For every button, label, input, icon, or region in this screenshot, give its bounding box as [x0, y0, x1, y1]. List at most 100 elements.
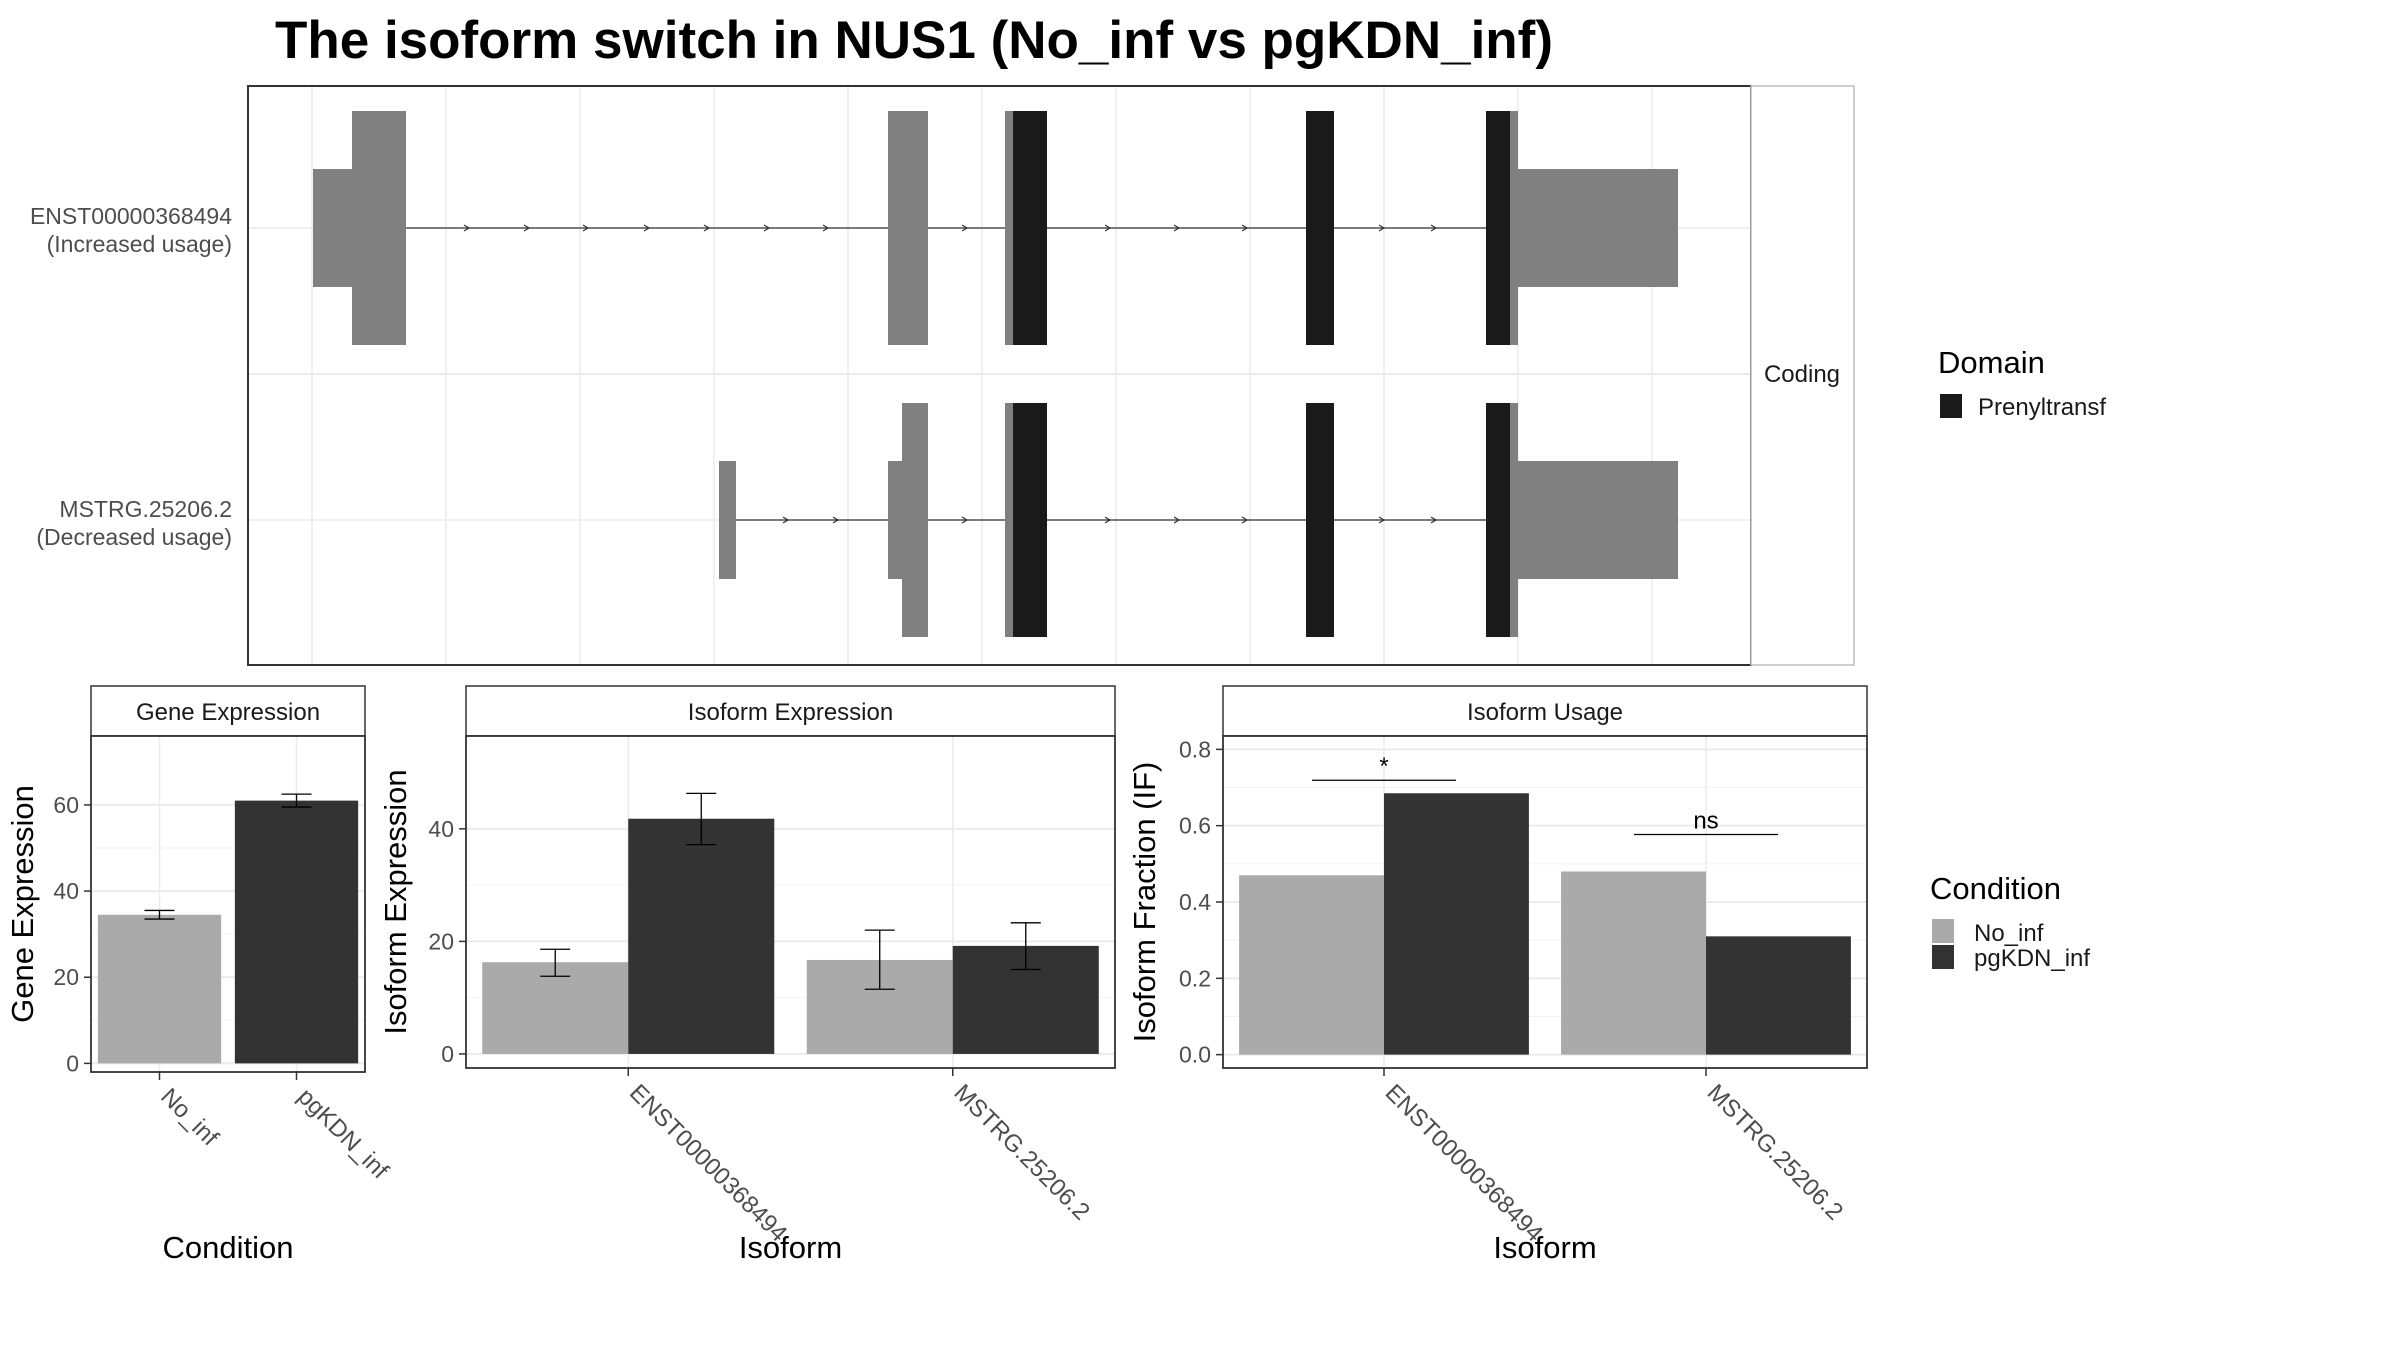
x-tick-label: ENST00000368494 [1380, 1079, 1548, 1247]
domain-exon [1306, 111, 1334, 345]
strip-background [465, 685, 1116, 737]
structure-marks [313, 111, 1678, 637]
exon [1510, 111, 1518, 345]
x-tick-label: MSTRG.25206.2 [1702, 1079, 1848, 1225]
intron-arrow [1241, 224, 1249, 232]
exon [1005, 111, 1015, 345]
plot-border [90, 735, 366, 1073]
intron-arrow [961, 224, 969, 232]
intron-arrow [1104, 224, 1112, 232]
gene-expression-panel: Gene Expression No_inf pgKDN_inf 0 20 40 60 Con… [5, 685, 394, 1265]
bar [1561, 871, 1706, 1055]
exon [902, 403, 928, 637]
x-axis-title: Isoform [1493, 1230, 1596, 1265]
intron-arrow [582, 224, 590, 232]
intron-arrow [1173, 224, 1181, 232]
x-tick-label: pgKDN_inf [292, 1083, 393, 1184]
y-tick-label: 40 [428, 816, 454, 842]
intron-arrow [523, 224, 531, 232]
x-axis-title: Condition [163, 1230, 294, 1265]
gene-structure-panel: Coding ENST00000368494 (Increased usage)… [30, 85, 1855, 666]
significance-label: ns [1693, 807, 1718, 834]
facet-strip-label: Coding [1764, 361, 1840, 388]
bar [1706, 936, 1851, 1055]
domain-legend-title: Domain [1938, 345, 2045, 380]
facet-strip [1750, 85, 1855, 666]
bar [97, 914, 222, 1064]
y-tick-label: 0.2 [1179, 965, 1211, 991]
exon [719, 461, 736, 579]
transcript-1-annotation: (Increased usage) [47, 231, 232, 257]
bar [1384, 793, 1529, 1055]
exon [352, 111, 406, 345]
strip-background [90, 685, 366, 737]
y-tick-label: 0.8 [1179, 736, 1211, 762]
intron-arrow [1430, 516, 1438, 524]
y-axis-title: Isoform Expression [378, 769, 413, 1034]
intron-arrow [643, 224, 651, 232]
domain-exon [1306, 403, 1334, 637]
plot-border [465, 735, 1116, 1069]
exon [1005, 403, 1015, 637]
intron-arrow [961, 516, 969, 524]
domain-legend: Domain Prenyltransf [1938, 345, 2106, 421]
exon [1515, 169, 1678, 287]
y-tick-label: 0.4 [1179, 889, 1211, 915]
intron-arrow [1378, 224, 1386, 232]
condition-legend: Condition No_inf pgKDN_inf [1930, 871, 2090, 972]
bar [234, 800, 359, 1064]
condition-legend-swatch-pgkdn [1932, 945, 1954, 969]
bar [628, 818, 775, 1054]
y-tick-label: 0.6 [1179, 813, 1211, 839]
y-tick-label: 0.0 [1179, 1042, 1211, 1068]
strip-label: Isoform Usage [1467, 699, 1623, 726]
x-tick-label: ENST00000368494 [624, 1079, 792, 1247]
significance-label: * [1379, 753, 1388, 780]
intron-arrow [1104, 516, 1112, 524]
y-tick-label: 0 [441, 1041, 454, 1067]
intron-arrow [1378, 516, 1386, 524]
domain-exon [1013, 403, 1047, 637]
y-tick-label: 20 [53, 964, 79, 990]
condition-legend-label-no-inf: No_inf [1974, 920, 2044, 947]
domain-exon [1013, 111, 1047, 345]
transcript-1-id: ENST00000368494 [30, 203, 232, 229]
strip-background [1222, 685, 1868, 737]
intron-arrow [1241, 516, 1249, 524]
condition-legend-label-pgkdn: pgKDN_inf [1974, 945, 2090, 972]
y-tick-label: 40 [53, 878, 79, 904]
y-tick-label: 20 [428, 928, 454, 954]
y-axis-title: Gene Expression [5, 785, 40, 1023]
exon [313, 169, 353, 287]
isoform-expression-panel: Isoform Expression ENST00000368494 MSTRG.2… [378, 685, 1116, 1265]
domain-legend-label: Prenyltransf [1978, 394, 2106, 421]
domain-legend-swatch [1940, 394, 1962, 418]
x-axis-title: Isoform [739, 1230, 842, 1265]
x-tick-label: No_inf [155, 1083, 223, 1151]
bar [1239, 875, 1384, 1055]
exon [888, 461, 904, 579]
exon [1510, 403, 1518, 637]
strip-label: Isoform Expression [688, 699, 893, 726]
transcript-2-id: MSTRG.25206.2 [59, 496, 232, 522]
strip-label: Gene Expression [136, 699, 320, 726]
intron-arrow [463, 224, 471, 232]
x-tick-label: MSTRG.25206.2 [949, 1079, 1095, 1225]
y-axis-title: Isoform Fraction (IF) [1127, 762, 1162, 1043]
exon [1515, 461, 1678, 579]
transcript-2-annotation: (Decreased usage) [36, 524, 232, 550]
intron-arrow [832, 516, 840, 524]
bar [482, 962, 629, 1054]
intron-arrow [703, 224, 711, 232]
intron-arrow [1173, 516, 1181, 524]
intron-arrow [822, 224, 830, 232]
intron-arrow [763, 224, 771, 232]
isoform-usage-panel: Isoform Usage * ENST00000368494 ns MSTRG.252… [1127, 685, 1868, 1265]
exon [888, 111, 928, 345]
intron-arrow [782, 516, 790, 524]
condition-legend-title: Condition [1930, 871, 2061, 906]
figure-title: The isoform switch in NUS1 (No_inf vs pg… [275, 11, 1553, 70]
y-tick-label: 60 [53, 792, 79, 818]
domain-exon [1486, 111, 1512, 345]
